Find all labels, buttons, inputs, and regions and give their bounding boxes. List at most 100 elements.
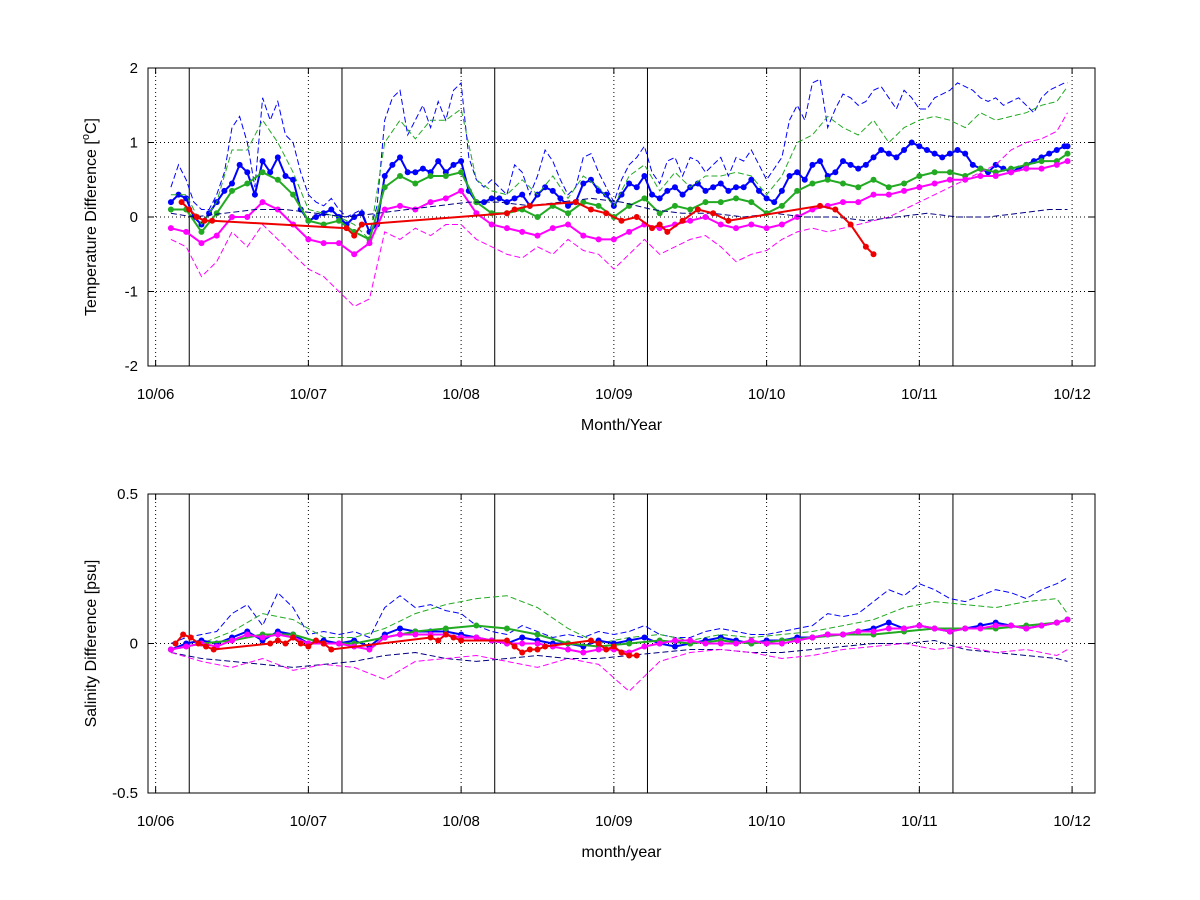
temperature-series-7-point	[618, 217, 625, 224]
temperature-series-2-line	[170, 86, 1068, 241]
salinity-series-7-point	[450, 634, 457, 641]
temperature-xtick-label: 10/07	[290, 386, 328, 403]
temperature-series-1-point	[221, 187, 228, 194]
temperature-series-1-point	[839, 158, 846, 165]
temperature-series-5-point	[427, 199, 434, 206]
temperature-series-1-point	[626, 180, 633, 187]
temperature-series-7-point	[870, 251, 877, 258]
salinity-series-7-point	[519, 649, 526, 656]
temperature-series-3-point	[824, 176, 831, 183]
temperature-series-3-point	[167, 206, 174, 213]
salinity-ytick-label: 0.5	[117, 486, 138, 503]
temperature-xtick-label: 10/06	[137, 386, 175, 403]
temperature-series-5-point	[962, 176, 969, 183]
temperature-series-1-point	[694, 180, 701, 187]
temperature-series-5-point	[381, 206, 388, 213]
temperature-series-5-point	[335, 240, 342, 247]
salinity-xtick-label: 10/11	[901, 813, 937, 830]
temperature-series-7-point	[572, 199, 579, 206]
salinity-series-6-point	[366, 646, 373, 653]
temperature-series-1-point	[939, 154, 946, 161]
salinity-series-6-point	[824, 631, 831, 638]
temperature-series-5-point	[366, 240, 373, 247]
temperature-series-1-point	[183, 195, 190, 202]
temperature-series-3-point	[427, 173, 434, 180]
temperature-series-1-point	[549, 187, 556, 194]
salinity-series-6-point	[595, 646, 602, 653]
salinity-series-7-point	[610, 643, 617, 650]
temperature-series-5-point	[1007, 169, 1014, 176]
salinity-series-5-point	[534, 631, 541, 638]
temperature-series-1-point	[817, 158, 824, 165]
temperature-series-3-point	[290, 191, 297, 198]
temperature-series	[167, 78, 1071, 308]
temperature-series-1-point	[542, 184, 549, 191]
temperature-series-1-point	[1064, 143, 1071, 150]
temperature-series-1-point	[419, 165, 426, 172]
temperature-series-5-point	[839, 199, 846, 206]
salinity-ytick-labels: -0.5 0 0.5	[112, 486, 138, 802]
temperature-series-3-point	[809, 180, 816, 187]
salinity-series-6-point	[977, 625, 984, 632]
temperature-series-1-point	[786, 173, 793, 180]
temperature-series-1-point	[664, 187, 671, 194]
salinity-series-6-point	[641, 643, 648, 650]
temperature-series-7-point	[587, 206, 594, 213]
temperature-series-5-point	[870, 191, 877, 198]
temperature-series-1-point	[259, 158, 266, 165]
temperature-series-1-point	[290, 176, 297, 183]
salinity-series-1-line	[170, 595, 1068, 650]
temperature-xlabel: Month/Year	[581, 417, 663, 434]
temperature-series-7-point	[679, 217, 686, 224]
temperature-series-5-point	[778, 221, 785, 228]
temperature-series-5-point	[442, 195, 449, 202]
temperature-ytick-label: -2	[125, 358, 138, 375]
salinity-series-7-point	[274, 637, 281, 644]
salinity-xtick-label: 10/06	[137, 813, 175, 830]
temperature-series-3-point	[794, 187, 801, 194]
temperature-series-3-point	[733, 195, 740, 202]
temperature-series-1-point	[901, 146, 908, 153]
temperature-series-1-point	[328, 206, 335, 213]
temperature-series-5-point	[1038, 165, 1045, 172]
temperature-series-3-point	[656, 210, 663, 217]
temperature-series-1-point	[878, 146, 885, 153]
temperature-series-7-point	[358, 221, 365, 228]
salinity-series-6-point	[412, 631, 419, 638]
salinity-series-7-point	[458, 637, 465, 644]
salinity-series-7-point	[503, 637, 510, 644]
salinity-series-4-point	[885, 619, 892, 626]
temperature-series-5-point	[244, 214, 251, 220]
temperature-series-1-point	[1046, 150, 1053, 157]
temperature-series-1-point	[267, 169, 274, 176]
temperature-series-1-point	[916, 143, 923, 150]
temperature-series-3-point	[641, 195, 648, 202]
temperature-ytick-label: 0	[130, 209, 138, 226]
salinity-series-6-point	[473, 634, 480, 641]
temperature-series-5-point	[977, 173, 984, 180]
salinity-series-0-line	[170, 577, 1068, 644]
salinity-xtick-label: 10/07	[290, 813, 328, 830]
temperature-series-5-point	[183, 228, 190, 235]
temperature-series-3-point	[335, 217, 342, 224]
salinity-series-6-point	[763, 640, 770, 647]
salinity-series-6-point	[671, 637, 678, 644]
temperature-series-3-point	[977, 165, 984, 172]
temperature-series-5-point	[610, 236, 617, 243]
salinity-series-6-point	[748, 637, 755, 644]
salinity-series-5-point	[503, 625, 510, 632]
temperature-series-1-point	[885, 150, 892, 157]
temperature-series-1-point	[244, 169, 251, 176]
temperature-series-3-point	[412, 180, 419, 187]
salinity-series-6-point	[397, 631, 404, 638]
temperature-series-3-point	[778, 202, 785, 209]
temperature-series-1-point	[435, 158, 442, 165]
temperature-xtick-label: 10/10	[748, 386, 786, 403]
salinity-series-7-point	[435, 637, 442, 644]
temperature-series-1-point	[313, 214, 320, 220]
temperature-series-1-point	[794, 169, 801, 176]
temperature-series-7-point	[201, 217, 208, 224]
temperature-series-1-point	[412, 169, 419, 176]
temperature-series-1-point	[381, 173, 388, 180]
temperature-series-7-point	[186, 206, 193, 213]
